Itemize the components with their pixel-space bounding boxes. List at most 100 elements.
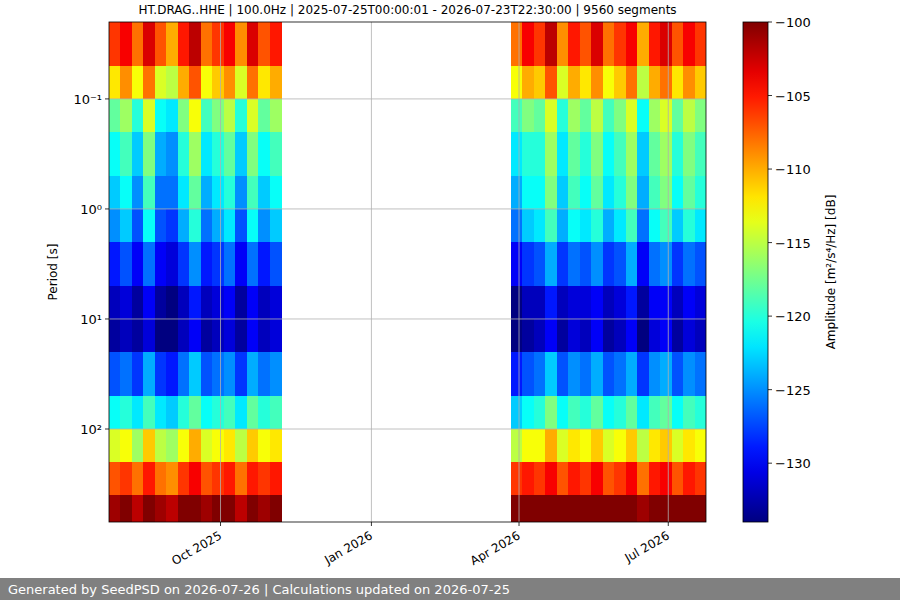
cell [580,352,592,396]
cell [258,209,270,243]
cell [672,176,684,210]
cell [258,176,270,210]
tick [768,95,772,96]
cell [109,462,121,496]
cell [120,209,132,243]
cell [143,429,155,463]
cell [235,495,247,522]
cell [545,242,557,286]
cell [603,99,615,133]
cell [603,429,615,463]
cell [166,209,178,243]
cell [695,396,706,430]
cell [614,319,626,353]
cell [201,352,213,396]
cell [649,22,661,66]
cell [637,209,649,243]
grid-line [220,22,221,522]
cell [109,22,121,66]
cell [511,66,523,100]
cell [580,396,592,430]
cell [660,22,672,66]
cell [626,132,638,176]
cell [120,396,132,430]
cell [109,176,121,210]
cell [109,352,121,396]
cell [258,22,270,66]
cells [109,22,706,522]
cell [683,462,695,496]
cell [247,209,259,243]
cell [695,429,706,463]
cell [626,462,638,496]
cell [247,22,259,66]
cell [189,319,201,353]
cell [614,22,626,66]
cell [614,495,626,522]
cell [132,132,144,176]
footer: Generated by SeedPSD on 2026-07-26 | Cal… [8,582,510,597]
cell [235,66,247,100]
cell [695,176,706,210]
cell [511,132,523,176]
cell [591,99,603,133]
cell [270,132,282,176]
tick [768,389,772,390]
cell [534,209,546,243]
tick-label: 10⁰ [80,202,102,217]
grid-line [109,208,706,209]
grid-line [109,318,706,319]
cell [224,209,236,243]
cell [132,286,144,320]
cell [545,352,557,396]
tick-label: Jan 2026 [321,528,375,567]
cell [258,462,270,496]
cell [557,22,569,66]
cell [591,495,603,522]
cell [224,319,236,353]
cell [603,209,615,243]
cell [212,495,224,522]
cell [270,176,282,210]
cell [534,176,546,210]
cell [637,99,649,133]
cell [683,209,695,243]
tick-label: Oct 2025 [169,528,224,568]
cell [637,462,649,496]
cell [189,22,201,66]
cell [224,495,236,522]
cell [695,99,706,133]
cell [178,319,190,353]
cell [178,242,190,286]
cell [212,132,224,176]
cell [649,429,661,463]
cell [166,495,178,522]
cell [683,319,695,353]
tick [371,522,372,526]
tick [668,522,669,526]
cell [178,132,190,176]
cell [247,132,259,176]
cell [534,352,546,396]
cell [683,429,695,463]
cell [591,209,603,243]
cell [155,352,167,396]
cell [155,462,167,496]
footer-bar [0,578,900,600]
cell [224,286,236,320]
cell [120,319,132,353]
cell [201,242,213,286]
cell [224,99,236,133]
cell [545,22,557,66]
cell [649,99,661,133]
cell [660,286,672,320]
cell [511,286,523,320]
cell [545,132,557,176]
cell [132,242,144,286]
cell [660,99,672,133]
cell [603,132,615,176]
cell [545,66,557,100]
cell [614,132,626,176]
cell [511,495,523,522]
cell [534,132,546,176]
